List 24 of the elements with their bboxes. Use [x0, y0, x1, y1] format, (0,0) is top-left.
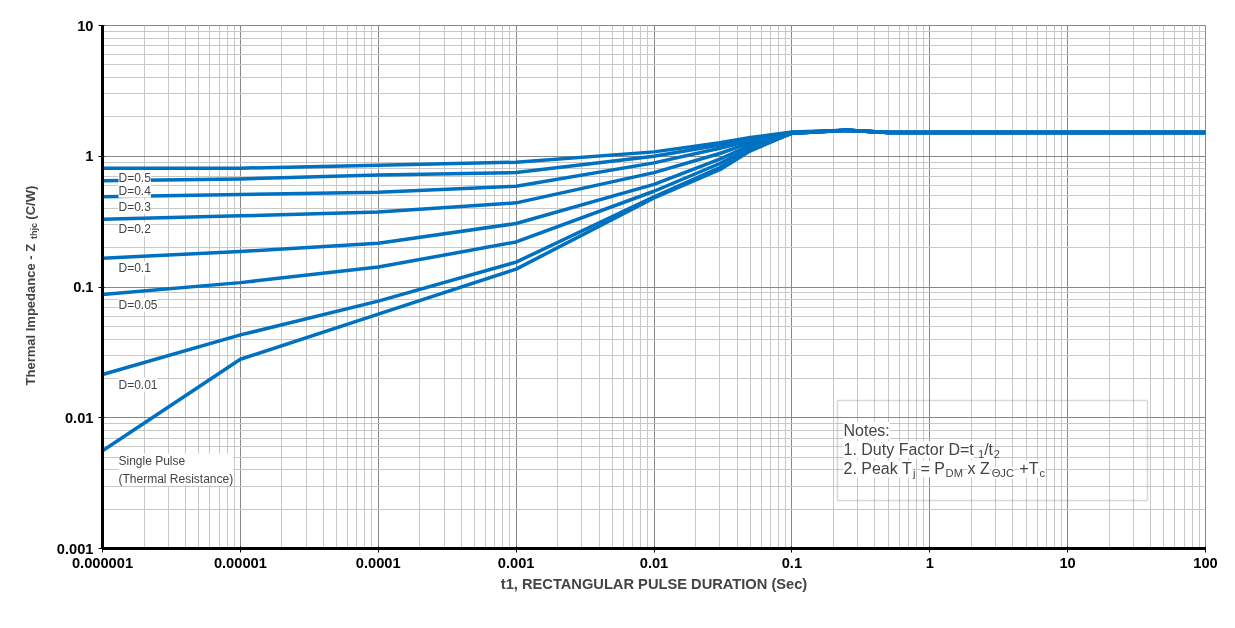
series-label: D=0.01 — [118, 377, 158, 392]
y-tick-label: 0.1 — [73, 279, 94, 295]
x-tick-label: 0.00001 — [213, 554, 267, 571]
x-tick-label: 1 — [925, 554, 934, 571]
series-label: D=0.2 — [118, 222, 152, 237]
y-tick-label: 1 — [85, 148, 94, 165]
y-tick-label: 10 — [77, 17, 94, 34]
series-label: D=0.1 — [118, 261, 152, 276]
x-axis-title: t1, RECTANGULAR PULSE DURATION (Sec) — [500, 575, 808, 592]
x-tick-label: 10 — [1059, 554, 1076, 571]
y-tick-label: 0.01 — [64, 409, 94, 426]
series-label: D=0.5 — [118, 171, 152, 186]
x-tick-label: 0.001 — [497, 554, 535, 571]
x-tick-label: 0.0001 — [355, 554, 401, 571]
series-label: Single Pulse (Thermal Resistance) — [118, 453, 234, 486]
series-label: D=0.4 — [118, 183, 152, 198]
x-tick-label: 0.1 — [781, 554, 803, 571]
x-tick-label: 100 — [1193, 554, 1218, 571]
y-tick-label: 0.001 — [56, 540, 94, 557]
series-label: D=0.05 — [118, 297, 158, 312]
x-tick-label: 0.01 — [639, 554, 669, 571]
y-axis-title: Thermal Impedance - Zthjc (C/W) — [23, 185, 39, 386]
x-tick-label: 0.000001 — [71, 554, 134, 571]
series-label: D=0.3 — [118, 199, 152, 214]
